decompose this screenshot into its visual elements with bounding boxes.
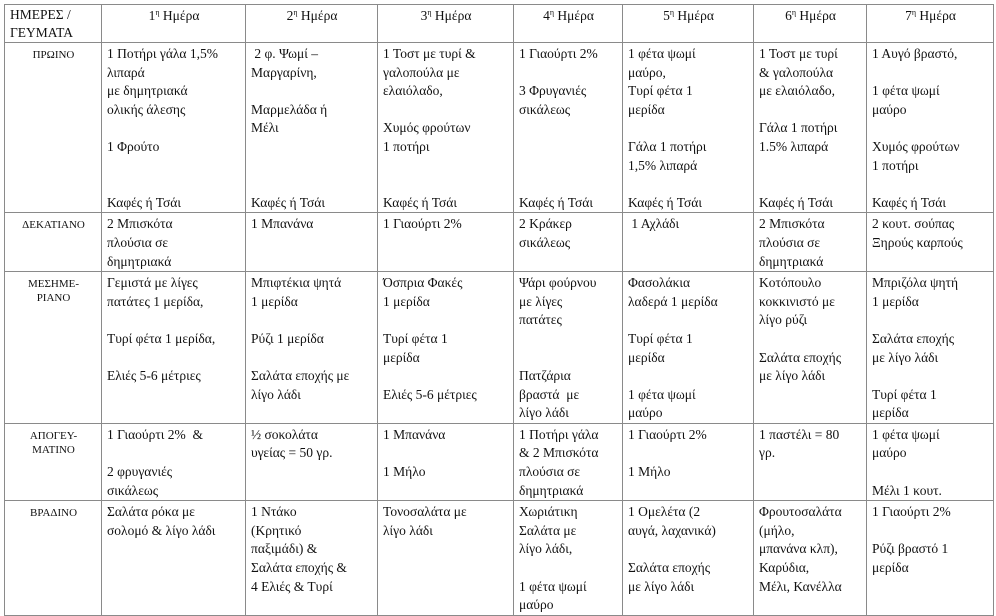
table-row: ΒΡΑΔΙΝΟ Σαλάτα ρόκα με σολομό & λίγο λάδι… <box>4 500 994 616</box>
meal-cell: Μπιφτέκια ψητά 1 μερίδα Ρύζι 1 μερίδα Σα… <box>245 271 378 424</box>
day-label: Ημέρα <box>674 8 714 23</box>
meal-label: ΒΡΑΔΙΝΟ <box>4 500 102 616</box>
day-ordinal: η <box>427 8 432 17</box>
meal-cell: Κοτόπουλο κοκκινιστό με λίγο ρύζι Σαλάτα… <box>753 271 867 424</box>
day-ordinal: η <box>911 8 917 17</box>
meal-cell: 1 Μπανάνα 1 Μήλο <box>377 422 514 502</box>
day-label: Ημέρα <box>297 8 338 23</box>
meal-cell: 2 κουτ. σούπας Ξηρούς καρπούς <box>866 212 994 273</box>
day-label: Ημέρα <box>916 8 956 23</box>
day-label: Ημέρα <box>554 8 594 23</box>
meal-label: ΜΕΣΗΜΕ- ΡΙΑΝΟ <box>4 271 102 424</box>
day-number: 4 <box>543 8 550 23</box>
table-row: ΔΕΚΑΤΙΑΝΟ 2 Μπισκότα πλούσια σε δημητριακ… <box>4 212 994 273</box>
day-ordinal: η <box>549 8 555 17</box>
meal-cell: 2 Κράκερ σικάλεως <box>513 212 623 273</box>
day-number: 7 <box>905 8 912 23</box>
day-header-7: 7η Ημέρα <box>866 4 994 43</box>
day-ordinal: η <box>669 8 675 17</box>
meal-cell: 1 Ντάκο (Κρητικό παξιμάδι) & Σαλάτα εποχ… <box>245 500 378 616</box>
day-label: Ημέρα <box>796 8 836 23</box>
table-row: ΜΕΣΗΜΕ- ΡΙΑΝΟ Γεμιστά με λίγες πατάτες 1 … <box>4 271 994 424</box>
meal-cell: 1 Μπανάνα <box>245 212 378 273</box>
day-header-3: 3η Ημέρα <box>377 4 514 43</box>
meal-cell: 1 Γιαούρτι 2% <box>377 212 514 273</box>
meal-label: ΑΠΟΓΕΥ- ΜΑΤΙΝΟ <box>4 422 102 502</box>
meal-label: ΠΡΩΙΝΟ <box>4 41 102 214</box>
day-header-5: 5η Ημέρα <box>622 4 754 43</box>
meal-plan-table: ΗΜΕΡΕΣ / ΓΕΥΜΑΤΑ 1η Ημέρα 2η Ημέρα 3η Ημέρ… <box>4 4 994 616</box>
day-number: 1 <box>148 8 156 23</box>
meal-cell: Μπριζόλα ψητή 1 μερίδα Σαλάτα εποχής με … <box>866 271 994 424</box>
day-number: 6 <box>785 8 792 23</box>
meal-cell: Φρουτοσαλάτα (μήλο, μπανάνα κλπ), Καρύδι… <box>753 500 867 616</box>
meal-cell: 1 Ποτήρι γάλα & 2 Μπισκότα πλούσια σε δη… <box>513 422 623 502</box>
meal-cell: 1 Γιαούρτι 2% & 2 φρυγανιές σικάλεως <box>101 422 246 502</box>
meal-cell: ½ σοκολάτα υγείας = 50 γρ. <box>245 422 378 502</box>
meal-cell: 1 Τοστ με τυρί & γαλοπούλα με ελαιόλαδο,… <box>753 41 867 214</box>
table-row: ΠΡΩΙΝΟ 1 Ποτήρι γάλα 1,5% λιπαρά με δημητ… <box>4 41 994 214</box>
meal-cell: 1 Ομελέτα (2 αυγά, λαχανικά) Σαλάτα εποχ… <box>622 500 754 616</box>
meal-cell: Ψάρι φούρνου με λίγες πατάτες Πατζάρια β… <box>513 271 623 424</box>
day-header-6: 6η Ημέρα <box>753 4 867 43</box>
meal-cell: Όσπρια Φακές 1 μερίδα Τυρί φέτα 1 μερίδα… <box>377 271 514 424</box>
meal-cell: 1 Τοστ με τυρί & γαλοπούλα με ελαιόλαδο,… <box>377 41 514 214</box>
meal-cell: 1 φέτα ψωμί μαύρο Μέλι 1 κουτ. <box>866 422 994 502</box>
meal-cell: Φασολάκια λαδερά 1 μερίδα Τυρί φέτα 1 με… <box>622 271 754 424</box>
meal-cell: 1 Γιαούρτι 2% Ρύζι βραστό 1 μερίδα <box>866 500 994 616</box>
day-header-4: 4η Ημέρα <box>513 4 623 43</box>
day-ordinal: η <box>791 8 797 17</box>
meal-cell: 2 φ. Ψωμί – Μαργαρίνη, Μαρμελάδα ή Μέλι … <box>245 41 378 214</box>
meal-cell: Γεμιστά με λίγες πατάτες 1 μερίδα, Τυρί … <box>101 271 246 424</box>
day-label: Ημέρα <box>159 8 200 23</box>
meal-cell: Σαλάτα ρόκα με σολομό & λίγο λάδι <box>101 500 246 616</box>
meal-cell: 1 Ποτήρι γάλα 1,5% λιπαρά με δημητριακά … <box>101 41 246 214</box>
header-row: ΗΜΕΡΕΣ / ΓΕΥΜΑΤΑ 1η Ημέρα 2η Ημέρα 3η Ημέρ… <box>4 4 994 43</box>
meal-cell: 2 Μπισκότα πλούσια σε δημητριακά <box>753 212 867 273</box>
day-label: Ημέρα <box>431 8 472 23</box>
corner-header: ΗΜΕΡΕΣ / ΓΕΥΜΑΤΑ <box>4 4 102 43</box>
day-header-2: 2η Ημέρα <box>245 4 378 43</box>
meal-label: ΔΕΚΑΤΙΑΝΟ <box>4 212 102 273</box>
meal-cell: 1 φέτα ψωμί μαύρο, Τυρί φέτα 1 μερίδα Γά… <box>622 41 754 214</box>
meal-cell: 1 Γιαούρτι 2% 1 Μήλο <box>622 422 754 502</box>
day-ordinal: η <box>155 8 160 17</box>
meal-cell: 1 παστέλι = 80 γρ. <box>753 422 867 502</box>
day-number: 3 <box>420 8 428 23</box>
meal-cell: 1 Αχλάδι <box>622 212 754 273</box>
day-ordinal: η <box>293 8 298 17</box>
meal-cell: Τονοσαλάτα με λίγο λάδι <box>377 500 514 616</box>
meal-cell: 1 Γιαούρτι 2% 3 Φρυγανιές σικάλεως Καφές… <box>513 41 623 214</box>
day-number: 5 <box>663 8 670 23</box>
meal-cell: Χωριάτικη Σαλάτα με λίγο λάδι, 1 φέτα ψω… <box>513 500 623 616</box>
meal-cell: 1 Αυγό βραστό, 1 φέτα ψωμί μαύρο Χυμός φ… <box>866 41 994 214</box>
table-row: ΑΠΟΓΕΥ- ΜΑΤΙΝΟ 1 Γιαούρτι 2% & 2 φρυγανιέ… <box>4 422 994 502</box>
day-number: 2 <box>286 8 294 23</box>
meal-cell: 2 Μπισκότα πλούσια σε δημητριακά <box>101 212 246 273</box>
day-header-1: 1η Ημέρα <box>101 4 246 43</box>
